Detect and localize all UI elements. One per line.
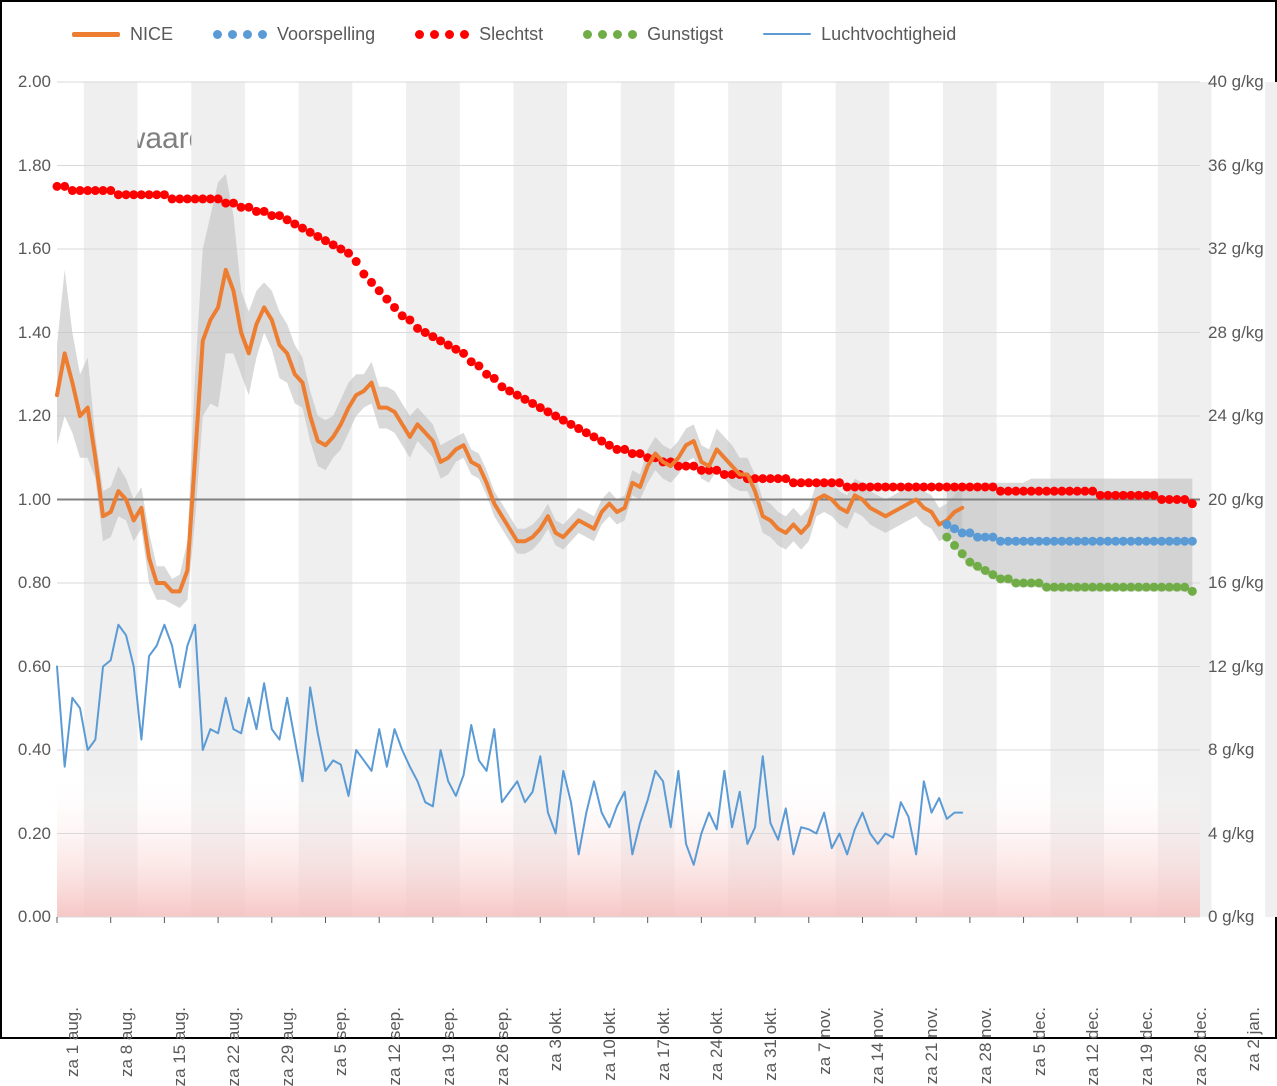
legend-swatch-voorspelling — [213, 30, 267, 39]
x-tick-label: za 26 dec. — [1191, 1007, 1211, 1085]
legend-swatch-slechtst — [415, 30, 469, 39]
y-left-tick: 0.60 — [7, 657, 51, 677]
y-left-tick: 0.00 — [7, 907, 51, 927]
legend-item-voorspelling: Voorspelling — [213, 24, 375, 45]
y-right-tick: 36 g/kg — [1208, 156, 1268, 176]
legend-item-luchtvochtigheid: Luchtvochtigheid — [763, 24, 956, 45]
legend-swatch-nice — [72, 32, 120, 37]
x-tick-label: za 5 sep. — [331, 1007, 351, 1076]
plot-svg — [57, 82, 1200, 917]
x-tick-label: za 19 sep. — [439, 1007, 459, 1085]
y-left-tick: 1.80 — [7, 156, 51, 176]
x-tick-label: za 24 okt. — [707, 1007, 727, 1081]
chart-frame: NICE Voorspelling Slechtst Gunstigst Luc… — [0, 0, 1277, 1039]
y-left-tick: 0.80 — [7, 573, 51, 593]
plot-area: R-waarde 0.000.200.400.600.801.001.201.4… — [57, 82, 1200, 917]
y-left-tick: 1.40 — [7, 323, 51, 343]
x-tick-label: za 21 nov. — [922, 1007, 942, 1084]
y-right-tick: 24 g/kg — [1208, 406, 1268, 426]
x-tick-label: za 22 aug. — [224, 1007, 244, 1086]
y-right-tick: 12 g/kg — [1208, 657, 1268, 677]
legend-label-gunstigst: Gunstigst — [647, 24, 723, 45]
y-left-tick: 1.00 — [7, 490, 51, 510]
legend-label-luchtvochtigheid: Luchtvochtigheid — [821, 24, 956, 45]
y-right-tick: 8 g/kg — [1208, 740, 1268, 760]
x-tick-label: za 26 sep. — [493, 1007, 513, 1085]
legend-swatch-gunstigst — [583, 30, 637, 39]
x-tick-label: za 28 nov. — [976, 1007, 996, 1084]
y-left-tick: 1.60 — [7, 239, 51, 259]
legend-label-slechtst: Slechtst — [479, 24, 543, 45]
legend-swatch-luchtvochtigheid — [763, 33, 811, 35]
y-right-tick: 32 g/kg — [1208, 239, 1268, 259]
y-right-tick: 0 g/kg — [1208, 907, 1268, 927]
y-right-tick: 16 g/kg — [1208, 573, 1268, 593]
y-right-tick: 4 g/kg — [1208, 824, 1268, 844]
x-tick-label: za 15 aug. — [170, 1007, 190, 1086]
x-tick-label: za 10 okt. — [600, 1007, 620, 1081]
x-tick-label: za 12 dec. — [1083, 1007, 1103, 1085]
y-left-tick: 0.40 — [7, 740, 51, 760]
x-tick-label: za 8 aug. — [117, 1007, 137, 1077]
y-left-tick: 1.20 — [7, 406, 51, 426]
y-right-tick: 20 g/kg — [1208, 490, 1268, 510]
x-tick-label: za 12 sep. — [385, 1007, 405, 1085]
legend-label-voorspelling: Voorspelling — [277, 24, 375, 45]
x-axis-labels: za 1 aug.za 8 aug.za 15 aug.za 22 aug.za… — [57, 922, 1200, 1037]
y-right-tick: 28 g/kg — [1208, 323, 1268, 343]
x-tick-label: za 29 aug. — [278, 1007, 298, 1086]
x-tick-label: za 7 nov. — [815, 1007, 835, 1075]
x-tick-label: za 5 dec. — [1030, 1007, 1050, 1076]
x-tick-label: za 31 okt. — [761, 1007, 781, 1081]
legend-item-slechtst: Slechtst — [415, 24, 543, 45]
legend-item-gunstigst: Gunstigst — [583, 24, 723, 45]
x-tick-label: za 14 nov. — [868, 1007, 888, 1084]
y-left-tick: 0.20 — [7, 824, 51, 844]
legend: NICE Voorspelling Slechtst Gunstigst Luc… — [72, 14, 1205, 54]
x-tick-label: za 17 okt. — [654, 1007, 674, 1081]
x-tick-label: za 19 dec. — [1137, 1007, 1157, 1085]
x-tick-label: za 2 jan. — [1244, 1007, 1264, 1071]
x-tick-label: za 1 aug. — [63, 1007, 83, 1077]
x-tick-label: za 3 okt. — [546, 1007, 566, 1071]
y-left-tick: 2.00 — [7, 72, 51, 92]
legend-item-nice: NICE — [72, 24, 173, 45]
y-right-tick: 40 g/kg — [1208, 72, 1268, 92]
legend-label-nice: NICE — [130, 24, 173, 45]
